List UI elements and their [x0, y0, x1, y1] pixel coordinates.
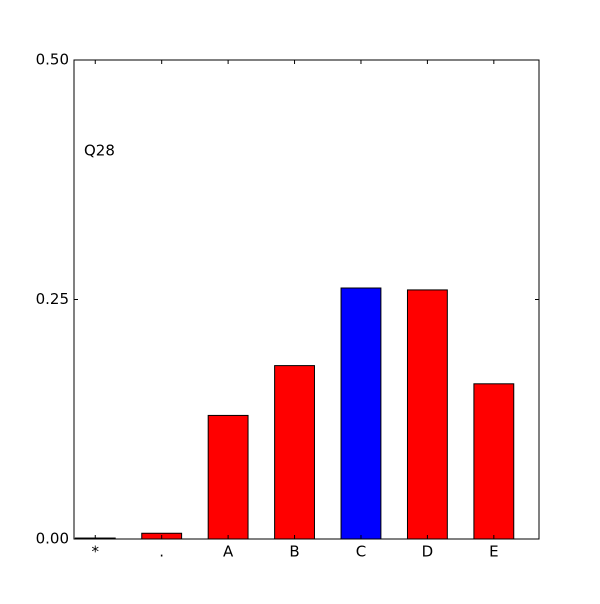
bar: [207, 414, 249, 540]
annotation: Q28: [84, 142, 115, 160]
x-tick-label: B: [289, 543, 299, 561]
x-tick-label: D: [422, 543, 434, 561]
y-tick-label: 0.00: [36, 530, 69, 548]
x-tick-label: E: [489, 543, 498, 561]
bar: [274, 365, 315, 540]
x-tick-label: .: [159, 543, 164, 561]
bar: [340, 287, 382, 540]
y-tick-label: 0.50: [36, 51, 69, 69]
bar: [473, 383, 515, 540]
plot-frame: [73, 59, 540, 540]
x-tick-label: C: [356, 543, 366, 561]
y-tick-label: 0.25: [36, 290, 69, 308]
x-tick-label: *: [92, 543, 100, 561]
x-tick-label: A: [223, 543, 234, 561]
bar: [406, 289, 448, 540]
